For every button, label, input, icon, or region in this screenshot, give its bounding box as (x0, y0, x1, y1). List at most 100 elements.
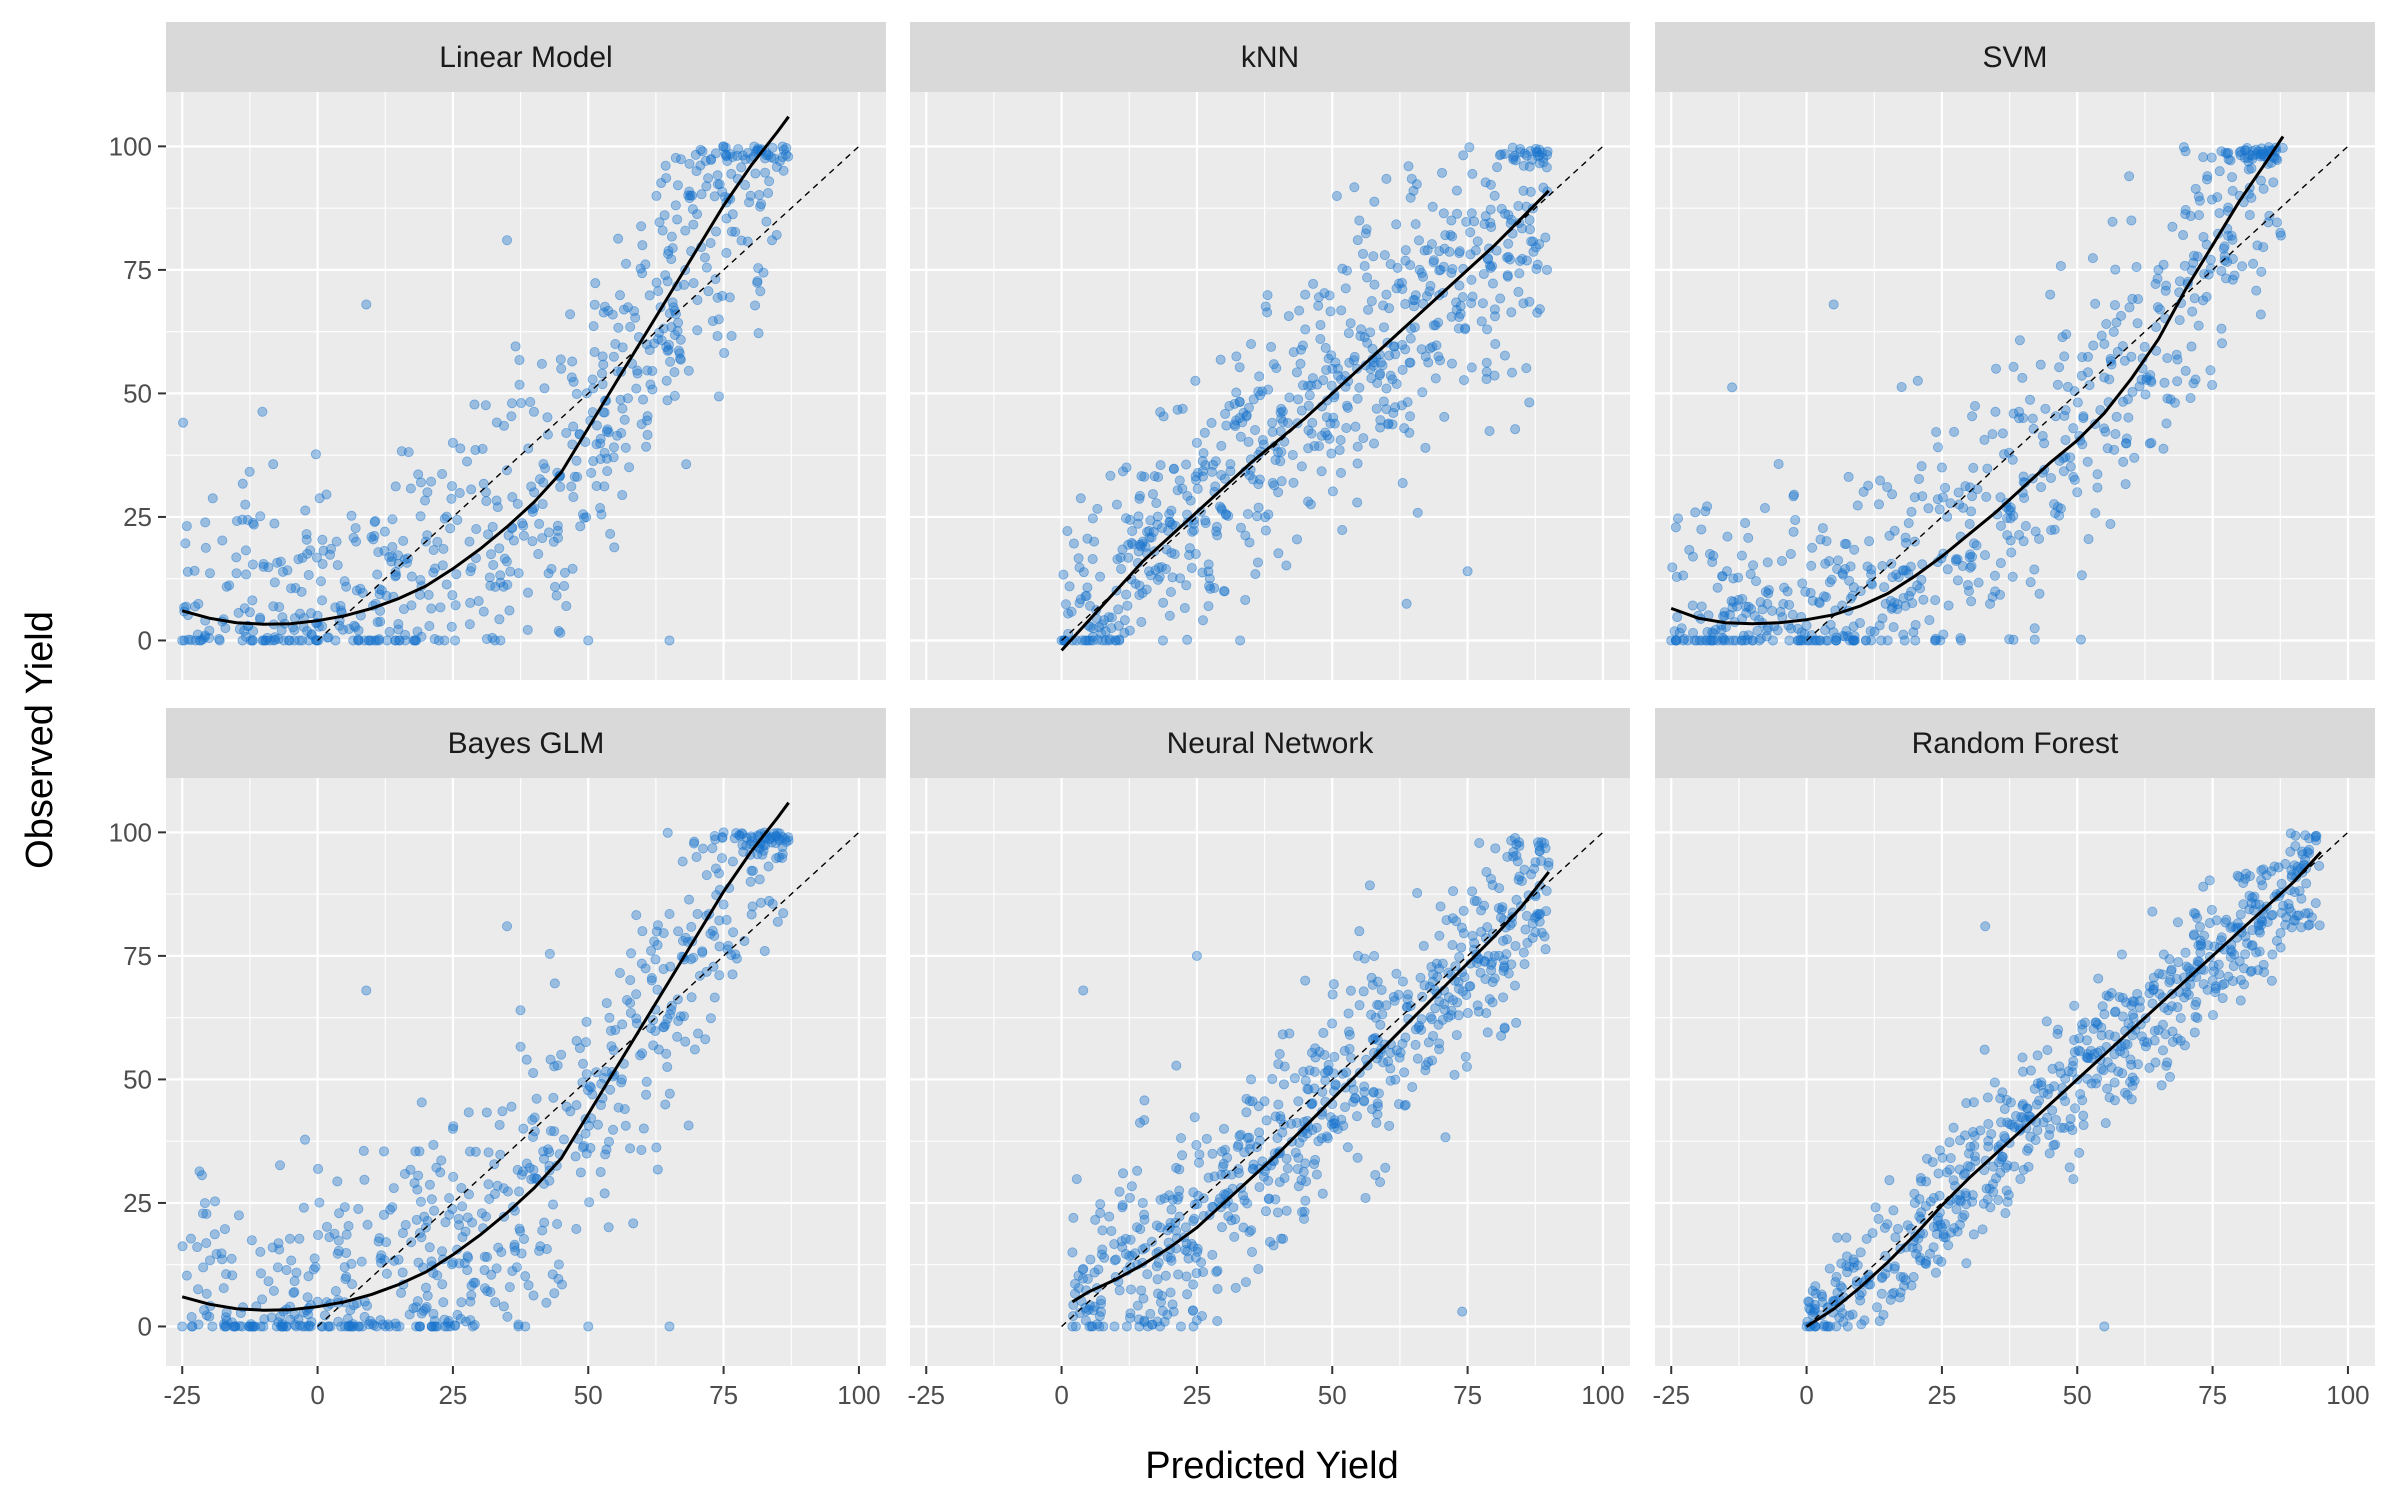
data-point (557, 1279, 568, 1290)
data-point (1204, 573, 1215, 584)
data-point (553, 1259, 564, 1270)
data-point (1270, 455, 1281, 466)
data-point (1446, 215, 1457, 226)
data-point (1979, 1044, 1990, 1055)
data-point (2126, 351, 2137, 362)
data-point (2061, 329, 2072, 340)
data-point (1528, 236, 1539, 247)
data-point (341, 1271, 352, 1282)
data-point (1281, 560, 1292, 571)
data-point (463, 1252, 474, 1263)
data-point (2189, 293, 2200, 304)
data-point (1844, 635, 1855, 646)
data-point (2156, 1080, 2167, 1091)
data-point (1961, 1258, 1972, 1269)
data-point (1159, 1316, 1170, 1327)
data-point (673, 1016, 684, 1027)
data-point (1937, 492, 1948, 503)
data-point (1276, 403, 1287, 414)
data-point (1785, 548, 1796, 559)
data-point (1191, 437, 1202, 448)
data-point (1139, 1095, 1150, 1106)
data-point (1350, 421, 1361, 432)
data-point (721, 914, 732, 925)
data-point (446, 621, 457, 632)
data-point (1518, 298, 1529, 309)
data-point (1375, 415, 1386, 426)
data-point (2162, 393, 2173, 404)
data-point (455, 443, 466, 454)
data-point (1303, 496, 1314, 507)
data-point (1861, 635, 1872, 646)
data-point (211, 1249, 222, 1260)
data-point (2214, 166, 2225, 177)
data-point (1138, 1293, 1149, 1304)
data-point (1122, 600, 1133, 611)
data-point (2216, 146, 2227, 157)
data-point (2244, 890, 2255, 901)
data-point (755, 286, 766, 297)
data-point (1281, 1153, 1292, 1164)
data-point (1490, 339, 1501, 350)
data-point (658, 964, 669, 975)
data-point (1147, 489, 1158, 500)
data-point (2229, 270, 2240, 281)
data-point (1320, 342, 1331, 353)
data-point (1884, 1175, 1895, 1186)
data-point (2099, 423, 2110, 434)
data-point (1149, 471, 1160, 482)
data-point (244, 607, 255, 618)
data-point (1153, 1257, 1164, 1268)
data-point (2018, 471, 2029, 482)
data-point (2300, 830, 2311, 841)
data-point (753, 263, 764, 274)
data-point (1521, 150, 1532, 161)
data-point (424, 620, 435, 631)
data-point (567, 563, 578, 574)
data-point (2294, 910, 2305, 921)
x-tick-label: -25 (163, 1380, 201, 1410)
data-point (393, 1254, 404, 1265)
data-point (1377, 360, 1388, 371)
data-point (1359, 1096, 1370, 1107)
data-point (2172, 376, 2183, 387)
data-point (664, 908, 675, 919)
data-point (1352, 393, 1363, 404)
data-point (2244, 871, 2255, 882)
data-point (1335, 435, 1346, 446)
data-point (272, 557, 283, 568)
data-point (221, 1269, 232, 1280)
data-point (453, 1213, 464, 1224)
points-group (177, 827, 794, 1332)
x-tick-label: 100 (1581, 1380, 1624, 1410)
data-point (1116, 563, 1127, 574)
data-point (282, 565, 293, 576)
data-point (1489, 304, 1500, 315)
data-point (437, 1246, 448, 1257)
data-point (610, 338, 621, 349)
data-point (1476, 316, 1487, 327)
data-point (2108, 326, 2119, 337)
data-point (2160, 285, 2171, 296)
data-point (1462, 566, 1473, 577)
data-point (566, 372, 577, 383)
data-point (657, 225, 668, 236)
data-point (1485, 204, 1496, 215)
data-point (526, 481, 537, 492)
data-point (1330, 357, 1341, 368)
data-point (1194, 1149, 1205, 1160)
data-point (333, 1235, 344, 1246)
facet-panel-5: Neural Network-25 0 25 50 75 100 (907, 708, 1630, 1410)
data-point (1267, 1073, 1278, 1084)
data-point (513, 568, 524, 579)
data-point (534, 518, 545, 529)
data-point (1466, 274, 1477, 285)
data-point (2117, 992, 2128, 1003)
data-point (374, 1233, 385, 1244)
data-point (721, 213, 732, 224)
facet-strip (1655, 22, 2375, 92)
data-point (1467, 886, 1478, 897)
data-point (275, 1311, 286, 1322)
